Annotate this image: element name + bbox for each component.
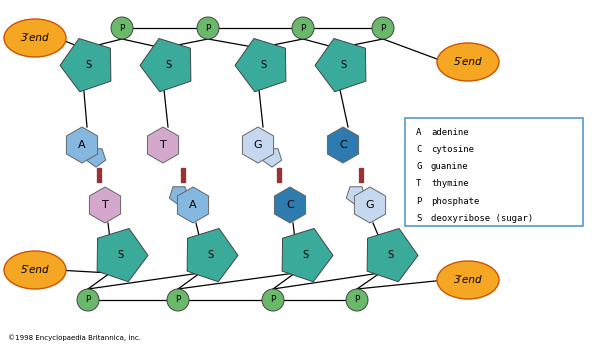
Text: P: P bbox=[205, 23, 211, 32]
Ellipse shape bbox=[437, 43, 499, 81]
Polygon shape bbox=[367, 228, 418, 282]
Text: S: S bbox=[302, 250, 308, 260]
Polygon shape bbox=[178, 187, 209, 223]
Text: 3′end: 3′end bbox=[454, 275, 482, 285]
Text: S: S bbox=[416, 214, 422, 223]
Text: T: T bbox=[416, 179, 422, 188]
Text: guanine: guanine bbox=[431, 162, 469, 171]
Text: C: C bbox=[286, 200, 294, 210]
Text: 5′end: 5′end bbox=[454, 57, 482, 67]
Polygon shape bbox=[187, 228, 238, 282]
Text: S: S bbox=[340, 60, 346, 70]
Text: 5′end: 5′end bbox=[20, 265, 49, 275]
Text: P: P bbox=[85, 296, 91, 305]
Polygon shape bbox=[262, 149, 282, 167]
Polygon shape bbox=[235, 39, 286, 92]
Text: S: S bbox=[387, 250, 393, 260]
Polygon shape bbox=[315, 39, 366, 92]
Circle shape bbox=[292, 17, 314, 39]
Text: G: G bbox=[365, 200, 374, 210]
Circle shape bbox=[262, 289, 284, 311]
Polygon shape bbox=[140, 39, 191, 92]
Text: P: P bbox=[380, 23, 386, 32]
Circle shape bbox=[77, 289, 99, 311]
Polygon shape bbox=[274, 187, 305, 223]
Text: A: A bbox=[78, 140, 86, 150]
Text: adenine: adenine bbox=[431, 128, 469, 137]
Text: thymine: thymine bbox=[431, 179, 469, 188]
Polygon shape bbox=[97, 228, 148, 282]
Polygon shape bbox=[86, 149, 106, 167]
Text: S: S bbox=[117, 250, 123, 260]
Text: S: S bbox=[260, 60, 266, 70]
Text: A: A bbox=[189, 200, 197, 210]
Text: S: S bbox=[85, 60, 91, 70]
Text: G: G bbox=[254, 140, 262, 150]
Polygon shape bbox=[67, 127, 98, 163]
Text: S: S bbox=[165, 60, 171, 70]
Text: C: C bbox=[416, 145, 422, 154]
Ellipse shape bbox=[4, 19, 66, 57]
Polygon shape bbox=[148, 127, 179, 163]
Polygon shape bbox=[89, 187, 121, 223]
Ellipse shape bbox=[437, 261, 499, 299]
Text: deoxyribose (sugar): deoxyribose (sugar) bbox=[431, 214, 533, 223]
Text: ©1998 Encyclopaedia Britannica, Inc.: ©1998 Encyclopaedia Britannica, Inc. bbox=[8, 334, 141, 341]
Polygon shape bbox=[346, 187, 366, 205]
Polygon shape bbox=[282, 228, 333, 282]
Text: T: T bbox=[160, 140, 166, 150]
Polygon shape bbox=[355, 187, 386, 223]
Polygon shape bbox=[169, 187, 189, 205]
Text: P: P bbox=[416, 197, 422, 206]
Text: P: P bbox=[271, 296, 275, 305]
Text: P: P bbox=[175, 296, 181, 305]
Text: P: P bbox=[355, 296, 359, 305]
Circle shape bbox=[346, 289, 368, 311]
Ellipse shape bbox=[4, 251, 66, 289]
Text: G: G bbox=[416, 162, 422, 171]
Circle shape bbox=[197, 17, 219, 39]
Circle shape bbox=[167, 289, 189, 311]
Circle shape bbox=[111, 17, 133, 39]
Polygon shape bbox=[242, 127, 274, 163]
Text: S: S bbox=[207, 250, 213, 260]
Polygon shape bbox=[328, 127, 359, 163]
Text: T: T bbox=[101, 200, 109, 210]
Text: P: P bbox=[119, 23, 125, 32]
FancyBboxPatch shape bbox=[405, 118, 583, 226]
Polygon shape bbox=[60, 39, 111, 92]
Text: cytosine: cytosine bbox=[431, 145, 474, 154]
Text: A: A bbox=[416, 128, 422, 137]
Text: 3′end: 3′end bbox=[20, 33, 49, 43]
Text: P: P bbox=[301, 23, 305, 32]
Text: phosphate: phosphate bbox=[431, 197, 479, 206]
Circle shape bbox=[372, 17, 394, 39]
Text: C: C bbox=[339, 140, 347, 150]
